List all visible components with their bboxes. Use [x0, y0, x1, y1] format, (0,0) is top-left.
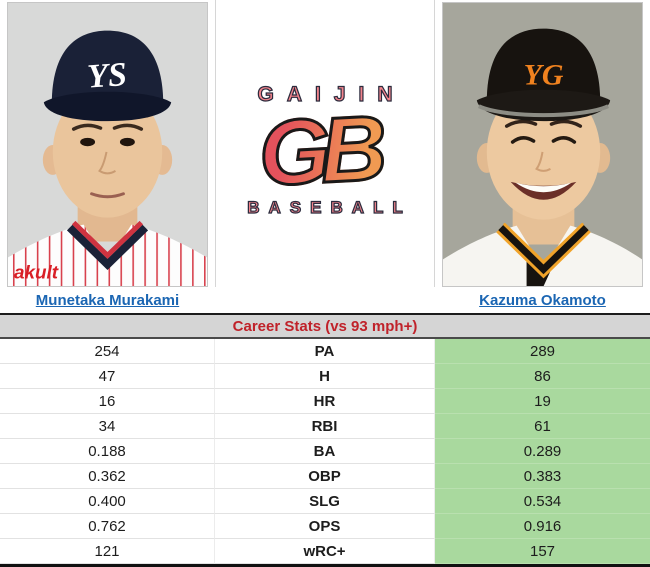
stat-row-slg: 0.400 SLG 0.534	[0, 489, 650, 514]
stat-label: OPS	[215, 514, 435, 539]
stat-label: BA	[215, 439, 435, 464]
stat-row-ops: 0.762 OPS 0.916	[0, 514, 650, 539]
murakami-value: 34	[0, 414, 215, 439]
stat-label: wRC+	[215, 539, 435, 564]
stat-label: OBP	[215, 464, 435, 489]
stats-table: 254 PA 289 47 H 86 16 HR 19 34 RBI 61 0.…	[0, 339, 650, 564]
jersey-wordmark: akult	[14, 262, 59, 283]
cap	[51, 30, 164, 105]
okamoto-value: 86	[435, 364, 650, 389]
cap-logo-yg: YG	[524, 58, 564, 91]
murakami-value: 16	[0, 389, 215, 414]
stat-row-pa: 254 PA 289	[0, 339, 650, 364]
table-header: Career Stats (vs 93 mph+)	[0, 315, 650, 339]
stat-label: HR	[215, 389, 435, 414]
cap	[486, 28, 601, 103]
collar-outer	[66, 224, 149, 270]
okamoto-value: 157	[435, 539, 650, 564]
stat-label: H	[215, 364, 435, 389]
murakami-value: 254	[0, 339, 215, 364]
okamoto-value: 19	[435, 389, 650, 414]
murakami-value: 0.400	[0, 489, 215, 514]
logo-text-gaijin: GAIJIN	[257, 83, 406, 107]
collar-black	[498, 225, 589, 275]
stat-row-rbi: 34 RBI 61	[0, 414, 650, 439]
stat-row-wrc: 121 wRC+ 157	[0, 539, 650, 564]
murakami-value: 121	[0, 539, 215, 564]
okamoto-portrait: YG	[443, 3, 642, 286]
teeth	[515, 182, 572, 193]
okamoto-value: 61	[435, 414, 650, 439]
stat-label: PA	[215, 339, 435, 364]
player-link-okamoto[interactable]: Kazuma Okamoto	[479, 291, 606, 309]
murakami-value: 0.188	[0, 439, 215, 464]
murakami-portrait: YS akult	[8, 3, 207, 286]
player-link-murakami[interactable]: Munetaka Murakami	[35, 291, 180, 309]
okamoto-value: 0.916	[435, 514, 650, 539]
photo-cell-murakami: YS akult	[0, 0, 215, 287]
okamoto-value: 0.289	[435, 439, 650, 464]
murakami-photo: YS akult	[7, 2, 208, 287]
cap-logo-ys: YS	[86, 56, 128, 96]
cap-brim	[43, 91, 172, 122]
murakami-value: 0.362	[0, 464, 215, 489]
okamoto-value: 0.383	[435, 464, 650, 489]
names-row: Munetaka Murakami Kazuma Okamoto	[0, 287, 650, 315]
stat-row-hr: 16 HR 19	[0, 389, 650, 414]
okamoto-value: 0.534	[435, 489, 650, 514]
top-section: YS akult GAIJIN GB BASEBALL	[0, 0, 650, 287]
bottom-border	[0, 564, 650, 567]
gaijin-baseball-logo: GAIJIN GB BASEBALL	[215, 0, 435, 287]
stat-row-ba: 0.188 BA 0.289	[0, 439, 650, 464]
murakami-value: 47	[0, 364, 215, 389]
logo-monogram-gb: GB	[255, 96, 393, 207]
stat-row-h: 47 H 86	[0, 364, 650, 389]
logo-text-baseball: BASEBALL	[247, 197, 412, 217]
okamoto-photo: YG	[442, 2, 643, 287]
photo-cell-okamoto: YG	[435, 0, 650, 287]
stat-row-obp: 0.362 OBP 0.383	[0, 464, 650, 489]
stat-label: RBI	[215, 414, 435, 439]
stat-label: SLG	[215, 489, 435, 514]
jersey	[443, 225, 642, 286]
cap-brim-edge	[477, 104, 610, 118]
okamoto-value: 289	[435, 339, 650, 364]
murakami-value: 0.762	[0, 514, 215, 539]
collar-inner	[71, 220, 144, 259]
jersey	[8, 224, 207, 286]
